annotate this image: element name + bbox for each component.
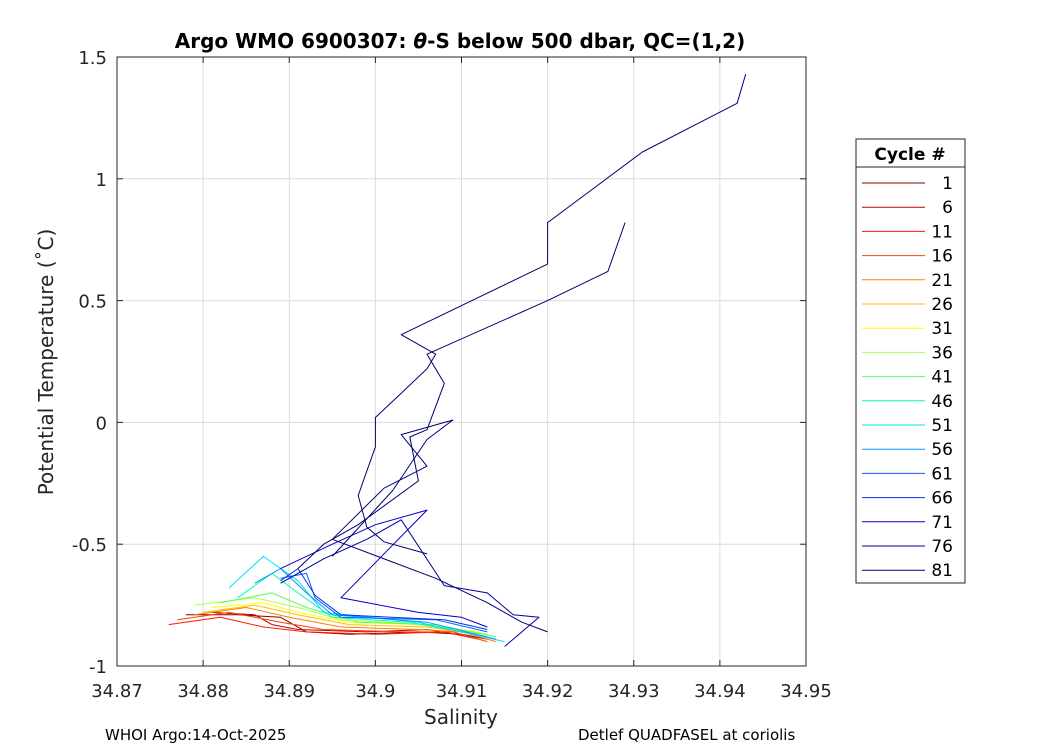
y-tick-label: -0.5 — [72, 535, 107, 556]
legend-label: 11 — [931, 222, 953, 242]
series-line-cycle-46 — [237, 572, 488, 638]
x-tick-label: 34.92 — [522, 681, 574, 702]
y-tick-label: 0 — [96, 413, 107, 434]
chart-title: Argo WMO 6900307: θ-S below 500 dbar, QC… — [175, 29, 745, 53]
legend-label: 36 — [931, 343, 953, 363]
legend-label: 66 — [931, 489, 953, 509]
y-axis-label: Potential Temperature (˚C) — [34, 229, 58, 496]
axis-ticks: 34.87 34.88 34.89 34.9 34.91 34.92 34.93 34.94 3… — [72, 48, 832, 702]
series-line-cycle-66 — [280, 568, 488, 630]
series-line-cycle-71 — [280, 509, 488, 628]
series-lines — [168, 73, 747, 647]
legend-title: Cycle # — [874, 145, 945, 165]
x-tick-label: 34.89 — [263, 681, 315, 702]
legend-label: 46 — [931, 392, 953, 412]
series-line-cycle-56 — [254, 568, 497, 640]
legend-label: 21 — [931, 271, 953, 291]
legend-label: 26 — [931, 295, 953, 315]
y-tick-label: 1.5 — [78, 48, 107, 69]
legend-label: 1 — [942, 174, 953, 194]
series-line-cycle-81 — [331, 419, 548, 633]
legend-label: 16 — [931, 247, 953, 267]
x-tick-label: 34.87 — [91, 681, 143, 702]
legend-label: 6 — [942, 198, 953, 218]
legend-label: 76 — [931, 537, 953, 557]
footer-attribution: Detlef QUADFASEL at coriolis — [578, 726, 796, 744]
x-tick-label: 34.94 — [694, 681, 746, 702]
y-tick-label: -1 — [89, 657, 107, 678]
footer-source: WHOI Argo:14-Oct-2025 — [105, 726, 287, 744]
legend-label: 71 — [931, 513, 953, 533]
legend-label: 51 — [931, 416, 953, 436]
series-line-cycle-26 — [203, 604, 479, 635]
series-line-cycle-76 — [280, 519, 540, 647]
x-tick-label: 34.88 — [177, 681, 229, 702]
legend-box — [855, 138, 966, 584]
x-axis-label: Salinity — [424, 705, 498, 729]
series-line-cycle-81 — [357, 73, 747, 555]
legend-label: 81 — [931, 561, 953, 581]
x-tick-label: 34.91 — [436, 681, 488, 702]
legend-label: 56 — [931, 440, 953, 460]
series-line-cycle-61 — [280, 572, 488, 633]
x-tick-label: 34.95 — [780, 681, 832, 702]
x-tick-label: 34.93 — [608, 681, 660, 702]
y-tick-label: 0.5 — [78, 292, 107, 313]
x-tick-label: 34.9 — [355, 681, 395, 702]
legend-label: 31 — [931, 319, 953, 339]
legend-label: 61 — [931, 464, 953, 484]
legend-label: 41 — [931, 368, 953, 388]
series-line-cycle-81 — [297, 222, 626, 569]
y-tick-label: 1 — [96, 170, 107, 191]
